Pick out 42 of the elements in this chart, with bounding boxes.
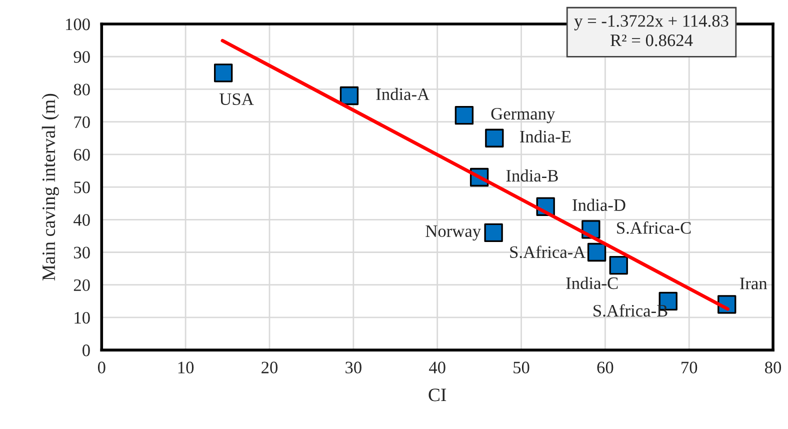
annotation: S.Africa-C bbox=[617, 221, 691, 234]
point bbox=[454, 106, 474, 125]
x-tick-label: 10 bbox=[178, 362, 194, 374]
annotation: S.Africa-A bbox=[510, 246, 586, 258]
x-tick-label: 30 bbox=[346, 362, 362, 374]
x-tick-label: 70 bbox=[682, 362, 698, 374]
point bbox=[609, 256, 628, 275]
y-tick-label: 10 bbox=[74, 312, 90, 324]
y-tick-label: 80 bbox=[74, 84, 90, 96]
x-tick-label: 20 bbox=[262, 362, 278, 374]
y-tick-label: 30 bbox=[74, 246, 90, 258]
annotation: Norway bbox=[426, 225, 481, 241]
point bbox=[340, 86, 359, 106]
annotation: India-D bbox=[572, 198, 626, 211]
annotation: Germany bbox=[491, 108, 556, 124]
x-tick-label: 80 bbox=[765, 362, 782, 374]
x-tick-label: 50 bbox=[514, 362, 530, 374]
annotation: India-B bbox=[506, 169, 558, 182]
annotation: India-C bbox=[566, 276, 618, 290]
point bbox=[485, 128, 504, 148]
annotation: India-A bbox=[376, 88, 430, 100]
point bbox=[214, 64, 233, 82]
x-tick-label: 60 bbox=[597, 362, 614, 374]
y-tick-label: 100 bbox=[66, 18, 90, 30]
annotation: USA bbox=[220, 93, 254, 106]
annotation: India-E bbox=[520, 130, 571, 142]
y-tick-label: 60 bbox=[74, 148, 90, 161]
x-tick-label: 0 bbox=[98, 362, 106, 374]
y-tick-label: 70 bbox=[74, 116, 90, 128]
annotation: Iran bbox=[740, 278, 768, 290]
y-axis-title: Main caving interval (m) bbox=[42, 94, 59, 280]
y-tick-label: 0 bbox=[82, 344, 90, 356]
x-tick-label: 40 bbox=[429, 362, 446, 374]
y-tick-label: 90 bbox=[74, 51, 90, 63]
point bbox=[587, 242, 606, 262]
y-tick-label: 20 bbox=[74, 279, 90, 292]
annotation: y = -1.3722x + 114.83 R² = 0.8624 bbox=[574, 15, 728, 46]
annotation: S.Africa-B bbox=[594, 304, 668, 317]
point bbox=[484, 223, 503, 242]
x-axis-title: CI bbox=[428, 388, 446, 402]
y-tick-label: 50 bbox=[74, 182, 90, 194]
y-tick-label: 40 bbox=[74, 214, 90, 226]
